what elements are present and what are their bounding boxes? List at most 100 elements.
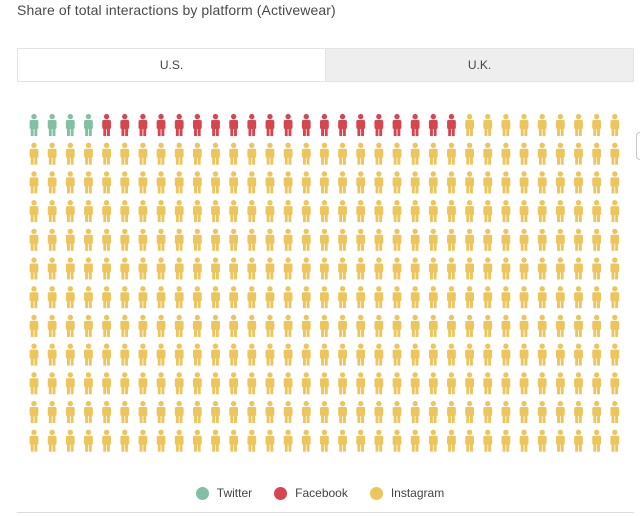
person-icon-facebook — [265, 113, 275, 136]
legend-item-instagram[interactable]: Instagram — [369, 486, 444, 500]
person-icon-instagram — [519, 200, 529, 223]
chart-title: Share of total interactions by platform … — [17, 2, 336, 18]
person-icon-instagram — [156, 314, 166, 337]
person-icon-instagram — [174, 286, 184, 309]
person-icon-instagram — [247, 372, 257, 395]
person-icon-instagram — [374, 142, 384, 165]
person-icon-facebook — [120, 113, 130, 136]
person-icon-instagram — [447, 343, 456, 366]
person-icon-instagram — [84, 372, 93, 395]
person-icon-instagram — [483, 343, 493, 366]
person-icon-instagram — [211, 171, 220, 194]
person-icon-instagram — [265, 314, 275, 337]
tab-uk[interactable]: U.K. — [325, 49, 633, 81]
person-icon-instagram — [283, 314, 293, 337]
person-icon-instagram — [610, 372, 620, 395]
person-icon-instagram — [465, 429, 474, 452]
person-icon-facebook — [392, 113, 402, 136]
person-icon-instagram — [392, 314, 402, 337]
person-icon-instagram — [120, 286, 130, 309]
legend-swatch-twitter — [195, 486, 209, 500]
person-icon-instagram — [301, 286, 311, 309]
person-icon-instagram — [211, 142, 220, 165]
person-icon-instagram — [428, 257, 438, 280]
person-icon-instagram — [574, 286, 583, 309]
person-icon-instagram — [47, 200, 57, 223]
person-icon-instagram — [555, 286, 565, 309]
legend-label-facebook: Facebook — [295, 486, 348, 500]
person-icon-instagram — [610, 257, 620, 280]
person-icon-instagram — [47, 372, 57, 395]
person-icon-instagram — [338, 286, 347, 309]
person-icon-instagram — [84, 171, 93, 194]
person-icon-instagram — [156, 286, 166, 309]
person-icon-instagram — [392, 372, 402, 395]
legend-item-twitter[interactable]: Twitter — [195, 486, 252, 500]
person-icon-instagram — [447, 372, 456, 395]
person-icon-instagram — [301, 257, 311, 280]
person-icon-instagram — [574, 171, 583, 194]
person-icon-instagram — [574, 142, 583, 165]
person-icon-instagram — [29, 171, 39, 194]
person-icon-instagram — [483, 200, 493, 223]
person-icon-instagram — [465, 343, 474, 366]
person-icon-instagram — [374, 286, 384, 309]
person-icon-instagram — [65, 429, 75, 452]
person-icon-instagram — [138, 400, 148, 423]
person-icon-instagram — [410, 314, 420, 337]
person-icon-instagram — [247, 400, 257, 423]
person-icon-instagram — [247, 257, 257, 280]
person-icon-instagram — [592, 314, 602, 337]
person-icon-instagram — [356, 228, 366, 251]
person-icon-instagram — [374, 228, 384, 251]
person-icon-instagram — [574, 400, 583, 423]
person-icon-instagram — [447, 257, 456, 280]
person-icon-instagram — [483, 171, 493, 194]
person-icon-instagram — [120, 257, 130, 280]
tab-us[interactable]: U.S. — [18, 49, 325, 81]
person-icon-instagram — [174, 343, 184, 366]
person-icon-facebook — [138, 113, 148, 136]
person-icon-instagram — [610, 228, 620, 251]
person-icon-instagram — [192, 171, 202, 194]
person-icon-instagram — [247, 286, 257, 309]
scroll-handle[interactable] — [636, 132, 640, 160]
person-icon-instagram — [174, 429, 184, 452]
person-icon-instagram — [156, 257, 166, 280]
person-icon-instagram — [483, 113, 493, 136]
person-icon-facebook — [229, 113, 239, 136]
person-icon-instagram — [428, 200, 438, 223]
person-icon-instagram — [428, 343, 438, 366]
person-icon-instagram — [483, 429, 493, 452]
person-icon-instagram — [283, 372, 293, 395]
person-icon-instagram — [519, 113, 529, 136]
person-icon-instagram — [356, 372, 366, 395]
person-icon-facebook — [156, 113, 166, 136]
person-icon-instagram — [229, 200, 239, 223]
person-icon-instagram — [301, 400, 311, 423]
person-icon-instagram — [29, 429, 39, 452]
person-icon-instagram — [447, 286, 456, 309]
person-icon-instagram — [102, 286, 111, 309]
person-icon-instagram — [574, 200, 583, 223]
person-icon-instagram — [174, 142, 184, 165]
person-icon-instagram — [537, 343, 547, 366]
person-icon-twitter — [65, 113, 75, 136]
person-icon-instagram — [47, 400, 57, 423]
person-icon-instagram — [102, 142, 111, 165]
person-icon-instagram — [120, 200, 130, 223]
person-icon-instagram — [338, 142, 347, 165]
person-icon-instagram — [374, 400, 384, 423]
person-icon-instagram — [265, 400, 275, 423]
person-icon-instagram — [374, 314, 384, 337]
legend-item-facebook[interactable]: Facebook — [274, 486, 348, 500]
person-icon-instagram — [301, 142, 311, 165]
person-icon-instagram — [65, 142, 75, 165]
person-icon-instagram — [138, 228, 148, 251]
person-icon-instagram — [537, 257, 547, 280]
person-icon-instagram — [192, 286, 202, 309]
person-icon-instagram — [138, 257, 148, 280]
person-icon-instagram — [356, 314, 366, 337]
person-icon-instagram — [229, 429, 239, 452]
person-icon-instagram — [592, 286, 602, 309]
